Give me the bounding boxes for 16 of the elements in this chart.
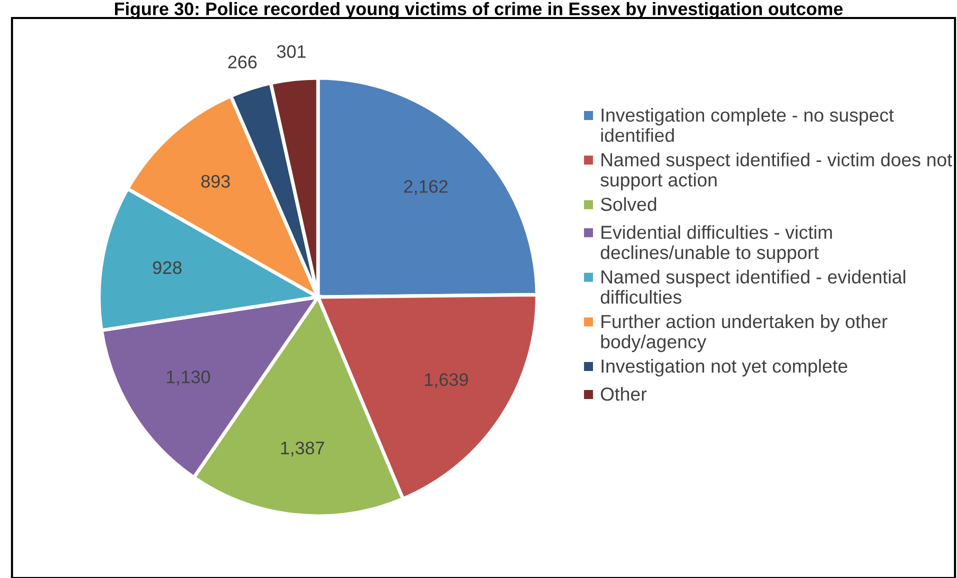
legend-label: Investigation complete - no suspect identified: [601, 108, 894, 142]
data-label: 893: [201, 174, 230, 188]
legend-label: Solved: [600, 197, 656, 211]
data-label: 2,162: [404, 180, 448, 195]
data-label: 301: [277, 45, 306, 58]
data-label: 1,130: [166, 370, 210, 386]
data-label: 928: [152, 261, 182, 274]
data-label: 1,387: [281, 442, 324, 457]
legend-label: Evidential difficulties - victim declines/unable to support: [600, 225, 832, 263]
legend-label: Investigation not yet complete: [602, 359, 848, 376]
legend-label: Further action undertaken by other body/agency: [601, 314, 888, 352]
legend-label: Other: [600, 387, 647, 401]
legend-label: Named suspect identified - victim does not support action: [600, 152, 952, 190]
data-label: 266: [228, 56, 257, 68]
data-label: 1,639: [424, 373, 468, 388]
legend-label: Named suspect identified - evidential difficulties: [600, 270, 906, 304]
